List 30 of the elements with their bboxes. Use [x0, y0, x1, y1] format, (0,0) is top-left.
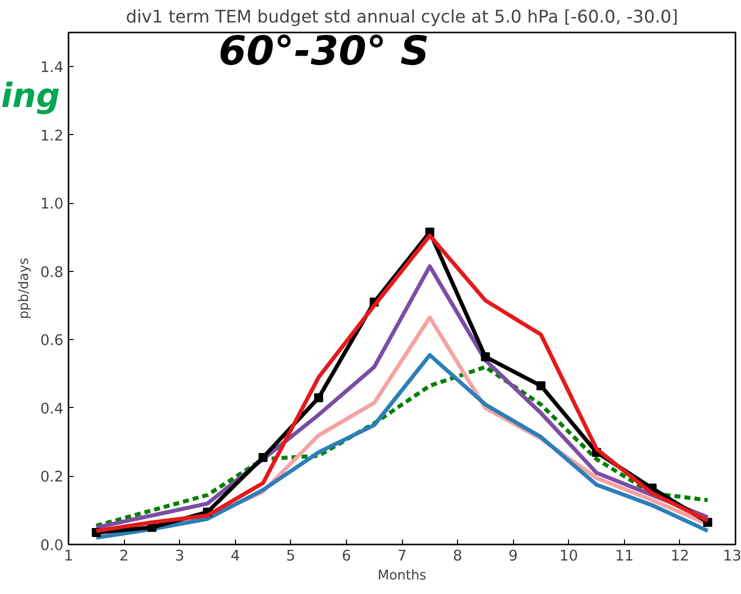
x-tick-label: 7: [397, 548, 407, 564]
x-tick-label: 3: [175, 548, 184, 564]
y-tick-label: 1.2: [40, 127, 64, 144]
y-tick-label: 0.6: [40, 332, 64, 350]
annotation: 60°-30° S: [218, 28, 430, 74]
point: [536, 381, 546, 390]
point: [480, 352, 490, 362]
x-tick-label: 13: [722, 548, 741, 564]
point: [314, 393, 324, 402]
x-tick-label: 9: [508, 548, 518, 564]
chart-title: div1 term TEM budget std annual cycle at 5.0 hPa [-60.0, -30.0]: [126, 8, 678, 28]
x-tick-label: 12: [670, 548, 690, 564]
text: ing: [1, 76, 60, 115]
y-axis-title: ppb/days: [17, 258, 32, 320]
x-tick-label: 5: [286, 548, 296, 564]
y-tick-label: 0.8: [40, 264, 64, 281]
x-axis-title: Months: [378, 568, 426, 584]
y-tick-label: 0.0: [40, 537, 64, 554]
y-tick-label: 1.0: [40, 196, 64, 213]
y-tick-label: 0.4: [40, 400, 64, 418]
x-tick-label: 2: [119, 548, 129, 564]
x-tick-label: 10: [559, 548, 578, 564]
x-tick-label: 11: [615, 548, 634, 564]
x-tick-label: 1: [64, 548, 74, 564]
x-tick-label: 8: [452, 548, 462, 564]
point: [258, 452, 268, 462]
x-tick-label: 6: [342, 548, 352, 564]
y-tick-label: 1.4: [40, 59, 64, 76]
x-tick-label: 4: [230, 548, 240, 564]
y-tick-label: 0.2: [40, 468, 64, 486]
